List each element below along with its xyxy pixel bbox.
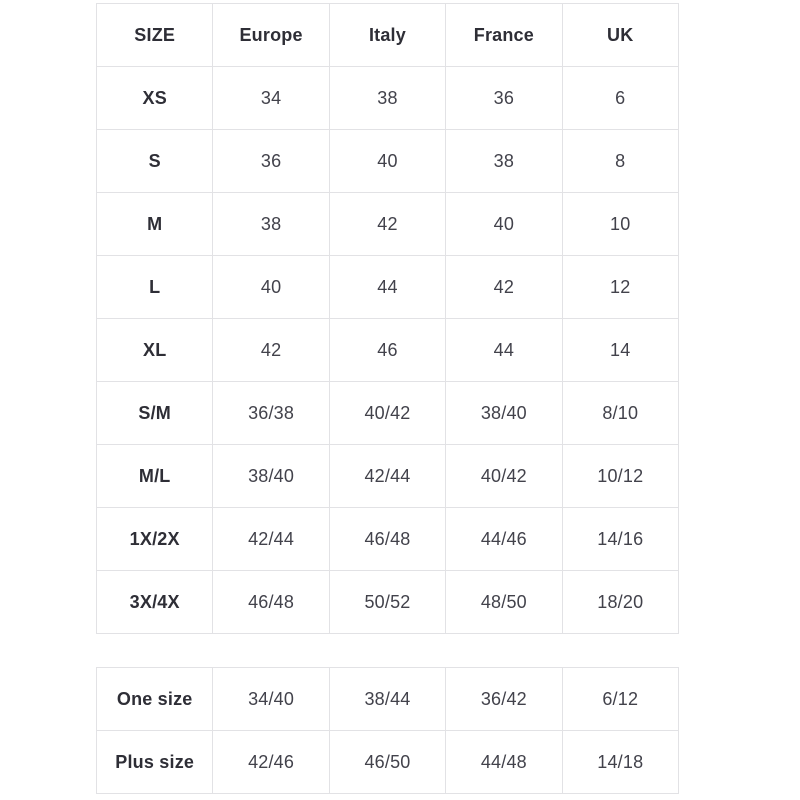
size-label: L: [95, 255, 214, 319]
france-value: 38: [445, 129, 563, 193]
size-label: XL: [95, 318, 214, 382]
table-row-sm: S/M 36/38 40/42 38/40 8/10: [95, 381, 679, 445]
italy-value: 40: [328, 129, 447, 193]
europe-value: 36: [212, 129, 330, 193]
france-value: 38/40: [445, 381, 563, 445]
size-label: S: [95, 129, 214, 193]
italy-value: 42/44: [328, 444, 447, 508]
uk-value: 10/12: [561, 444, 679, 508]
column-header-france: France: [445, 3, 563, 67]
france-value: 36: [445, 66, 563, 130]
column-header-europe: Europe: [212, 3, 330, 67]
italy-value: 46/50: [328, 730, 447, 794]
column-header-uk: UK: [561, 3, 679, 67]
uk-value: 14/16: [561, 507, 679, 571]
europe-value: 42: [212, 318, 330, 382]
table-row-l: L 40 44 42 12: [95, 255, 679, 319]
special-sizes-table: One size 34/40 38/44 36/42 6/12 Plus siz…: [95, 667, 679, 794]
uk-value: 18/20: [561, 570, 679, 634]
europe-value: 34/40: [212, 667, 330, 731]
uk-value: 14/18: [561, 730, 679, 794]
size-label: Plus size: [95, 730, 214, 794]
france-value: 40/42: [445, 444, 563, 508]
france-value: 44: [445, 318, 563, 382]
france-value: 48/50: [445, 570, 563, 634]
size-label: M/L: [95, 444, 214, 508]
uk-value: 12: [561, 255, 679, 319]
column-header-size: SIZE: [95, 3, 214, 67]
size-label: XS: [95, 66, 214, 130]
table-row-one-size: One size 34/40 38/44 36/42 6/12: [95, 667, 679, 731]
uk-value: 6: [561, 66, 679, 130]
france-value: 36/42: [445, 667, 563, 731]
italy-value: 42: [328, 192, 447, 256]
france-value: 40: [445, 192, 563, 256]
table-row-s: S 36 40 38 8: [95, 129, 679, 193]
uk-value: 14: [561, 318, 679, 382]
italy-value: 46/48: [328, 507, 447, 571]
table-row-plus-size: Plus size 42/46 46/50 44/48 14/18: [95, 730, 679, 794]
europe-value: 42/44: [212, 507, 330, 571]
size-label: One size: [95, 667, 214, 731]
italy-value: 40/42: [328, 381, 447, 445]
table-row-1x2x: 1X/2X 42/44 46/48 44/46 14/16: [95, 507, 679, 571]
column-header-italy: Italy: [328, 3, 447, 67]
table-row-ml: M/L 38/40 42/44 40/42 10/12: [95, 444, 679, 508]
europe-value: 34: [212, 66, 330, 130]
france-value: 44/48: [445, 730, 563, 794]
size-label: S/M: [95, 381, 214, 445]
europe-value: 40: [212, 255, 330, 319]
italy-value: 38: [328, 66, 447, 130]
table-row-xl: XL 42 46 44 14: [95, 318, 679, 382]
table-row-m: M 38 42 40 10: [95, 192, 679, 256]
uk-value: 6/12: [561, 667, 679, 731]
france-value: 42: [445, 255, 563, 319]
italy-value: 38/44: [328, 667, 447, 731]
uk-value: 8: [561, 129, 679, 193]
header-row: SIZE Europe Italy France UK: [95, 3, 679, 67]
size-conversion-table: SIZE Europe Italy France UK XS 34 38 36 …: [95, 3, 679, 634]
size-label: 1X/2X: [95, 507, 214, 571]
europe-value: 36/38: [212, 381, 330, 445]
size-label: 3X/4X: [95, 570, 214, 634]
europe-value: 42/46: [212, 730, 330, 794]
uk-value: 10: [561, 192, 679, 256]
europe-value: 46/48: [212, 570, 330, 634]
europe-value: 38: [212, 192, 330, 256]
italy-value: 46: [328, 318, 447, 382]
table-row-xs: XS 34 38 36 6: [95, 66, 679, 130]
italy-value: 44: [328, 255, 447, 319]
uk-value: 8/10: [561, 381, 679, 445]
europe-value: 38/40: [212, 444, 330, 508]
table-row-3x4x: 3X/4X 46/48 50/52 48/50 18/20: [95, 570, 679, 634]
table-gap: [0, 634, 800, 667]
france-value: 44/46: [445, 507, 563, 571]
italy-value: 50/52: [328, 570, 447, 634]
size-label: M: [95, 192, 214, 256]
